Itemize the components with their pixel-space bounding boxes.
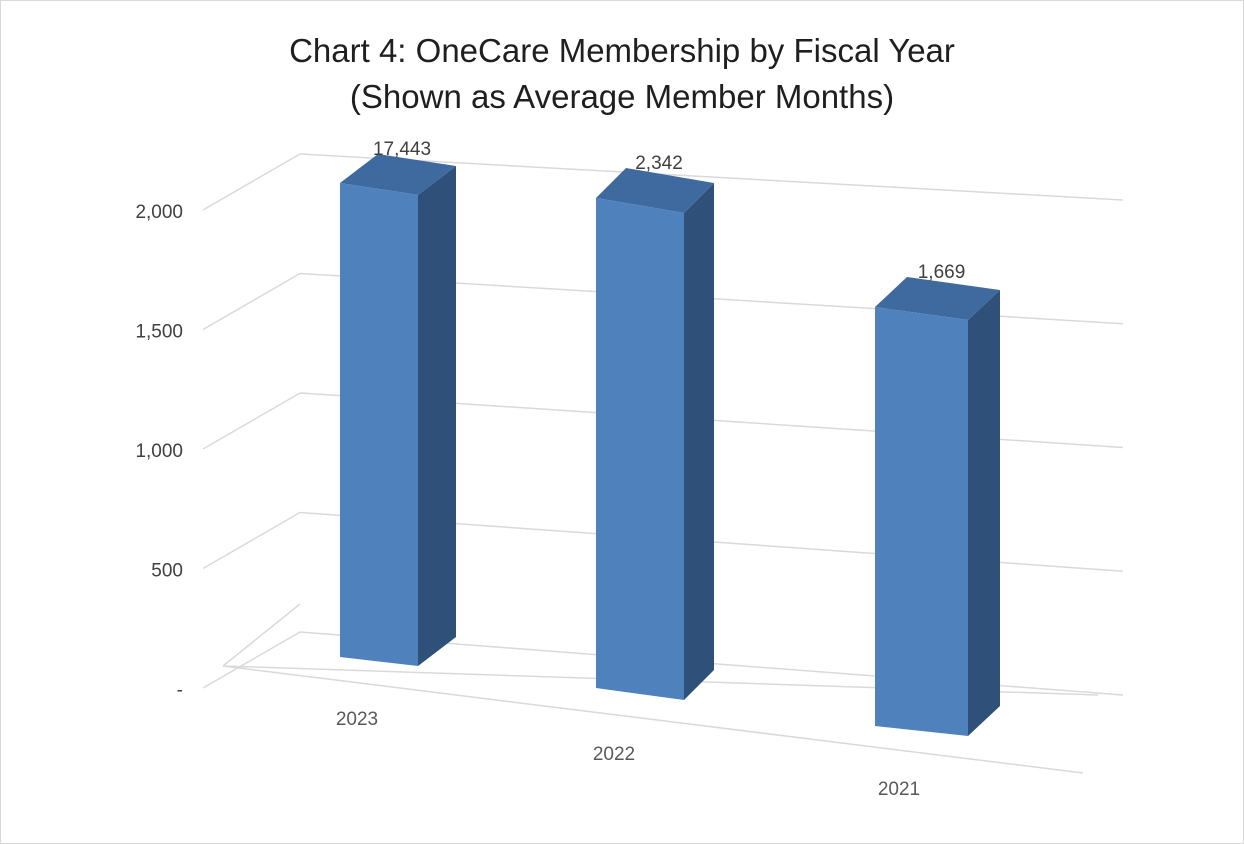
gridline-wall xyxy=(202,631,301,689)
gridline xyxy=(299,153,1124,201)
y-tick-label: 500 xyxy=(151,561,183,582)
bar-side xyxy=(968,290,1000,736)
chart-title-line-2: (Shown as Average Member Months) xyxy=(349,78,895,115)
y-tick-label: 2,000 xyxy=(135,202,183,223)
bar xyxy=(596,198,684,700)
x-category-label: 2022 xyxy=(593,744,635,765)
gridline-wall xyxy=(202,272,301,331)
data-label: 1,669 xyxy=(918,262,966,283)
data-label: 17,443 xyxy=(373,139,431,160)
x-axis: 2023 2022 2021 xyxy=(336,709,920,800)
bar-top xyxy=(875,277,1000,320)
bar-side xyxy=(418,166,456,666)
gridline-wall xyxy=(202,392,301,450)
gridline-wall xyxy=(202,511,301,570)
bar xyxy=(340,183,418,666)
chart-title: Chart 4: OneCare Membership by Fiscal Ye… xyxy=(0,28,1244,120)
bar-top xyxy=(340,154,456,195)
bar xyxy=(875,307,968,736)
floor-front xyxy=(222,665,1084,774)
chart-title-line-1: Chart 4: OneCare Membership by Fiscal Ye… xyxy=(289,32,955,69)
data-labels: 17,443 2,342 1,669 xyxy=(373,139,965,283)
y-axis: - 500 1,000 1,500 2,000 xyxy=(135,202,183,701)
bars xyxy=(340,154,1000,736)
floor-side xyxy=(222,603,301,667)
bar-side xyxy=(684,183,714,700)
y-tick-label: - xyxy=(177,680,183,701)
x-category-label: 2023 xyxy=(336,709,378,730)
y-tick-label: 1,500 xyxy=(135,322,183,343)
bar-top xyxy=(596,168,714,213)
data-label: 2,342 xyxy=(635,153,683,174)
gridline-wall xyxy=(202,153,301,211)
y-tick-label: 1,000 xyxy=(135,441,183,462)
x-category-label: 2021 xyxy=(878,779,920,800)
